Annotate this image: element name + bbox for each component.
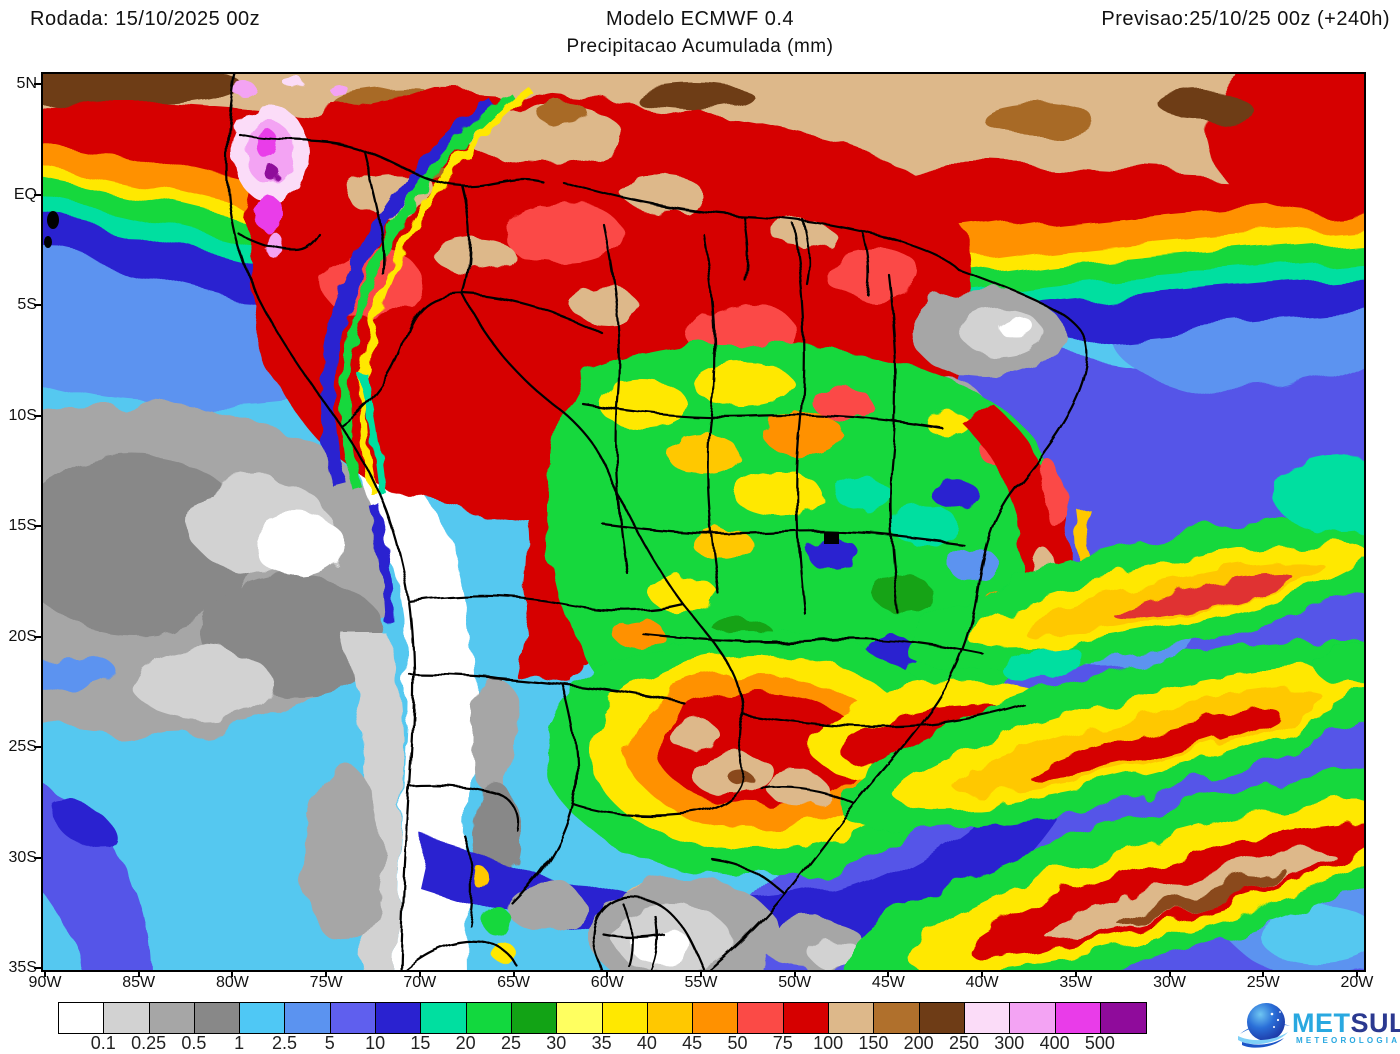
colorbar-cell-10 [512, 1003, 557, 1033]
logo-met-text: MET [1292, 1008, 1351, 1038]
colorbar-label-200: 200 [904, 1033, 934, 1054]
lat-label-30S: 30S [3, 849, 37, 867]
lon-tick [1356, 970, 1358, 977]
colorbar-cell-22 [1056, 1003, 1101, 1033]
colorbar-label-300: 300 [994, 1033, 1024, 1054]
lat-label-5S: 5S [3, 296, 37, 314]
colorbar-label-20: 20 [456, 1033, 476, 1054]
colorbar-label-0.5: 0.5 [181, 1033, 206, 1054]
colorbar-cell-18 [874, 1003, 919, 1033]
colorbar-label-0.1: 0.1 [91, 1033, 116, 1054]
colorbar-cell-5 [285, 1003, 330, 1033]
colorbar-cell-20 [965, 1003, 1010, 1033]
lon-tick [981, 970, 983, 977]
colorbar-cell-23 [1101, 1003, 1146, 1033]
colorbar [58, 1002, 1147, 1034]
colorbar-label-30: 30 [546, 1033, 566, 1054]
lat-tick [34, 415, 41, 417]
metsul-logo: METSUL METEOROLOGIA [1238, 1000, 1396, 1050]
model-title: Modelo ECMWF 0.4 [606, 8, 794, 31]
colorbar-label-50: 50 [727, 1033, 747, 1054]
colorbar-cell-1 [104, 1003, 149, 1033]
lat-label-15S: 15S [3, 517, 37, 535]
lat-tick [34, 83, 41, 85]
colorbar-cell-17 [829, 1003, 874, 1033]
colorbar-label-500: 500 [1085, 1033, 1115, 1054]
lat-tick [34, 857, 41, 859]
lat-tick [34, 304, 41, 306]
colorbar-label-100: 100 [813, 1033, 843, 1054]
colorbar-label-150: 150 [858, 1033, 888, 1054]
colorbar-label-45: 45 [682, 1033, 702, 1054]
lon-tick [513, 970, 515, 977]
colorbar-cell-14 [693, 1003, 738, 1033]
colorbar-cell-9 [467, 1003, 512, 1033]
colorbar-label-250: 250 [949, 1033, 979, 1054]
map-subtitle: Precipitacao Acumulada (mm) [567, 36, 834, 58]
precipitation-map [41, 72, 1366, 972]
lat-tick [34, 746, 41, 748]
colorbar-cell-11 [557, 1003, 602, 1033]
lat-label-25S: 25S [3, 738, 37, 756]
colorbar-label-10: 10 [365, 1033, 385, 1054]
colorbar-cell-8 [421, 1003, 466, 1033]
colorbar-label-35: 35 [592, 1033, 612, 1054]
lon-tick [1262, 970, 1264, 977]
metsul-globe-icon [1238, 1000, 1292, 1050]
lat-label-20S: 20S [3, 628, 37, 646]
colorbar-cell-2 [150, 1003, 195, 1033]
lat-tick [34, 525, 41, 527]
lat-tick [34, 194, 41, 196]
logo-tagline: METEOROLOGIA [1296, 1036, 1400, 1045]
colorbar-label-5: 5 [325, 1033, 335, 1054]
lon-tick [325, 970, 327, 977]
colorbar-label-400: 400 [1040, 1033, 1070, 1054]
lon-tick [1169, 970, 1171, 977]
colorbar-cell-7 [376, 1003, 421, 1033]
colorbar-cell-13 [648, 1003, 693, 1033]
lat-tick [34, 967, 41, 969]
colorbar-label-40: 40 [637, 1033, 657, 1054]
colorbar-cell-16 [784, 1003, 829, 1033]
run-label: Rodada: 15/10/2025 00z [30, 8, 260, 31]
lat-label-EQ: EQ [3, 186, 37, 204]
colorbar-cell-19 [920, 1003, 965, 1033]
colorbar-label-0.25: 0.25 [131, 1033, 166, 1054]
colorbar-cell-21 [1010, 1003, 1055, 1033]
colorbar-label-2.5: 2.5 [272, 1033, 297, 1054]
lon-tick [794, 970, 796, 977]
colorbar-label-75: 75 [773, 1033, 793, 1054]
colorbar-cell-0 [59, 1003, 104, 1033]
lon-tick [1075, 970, 1077, 977]
forecast-label: Previsao:25/10/25 00z (+240h) [1101, 8, 1390, 31]
lon-tick [138, 970, 140, 977]
colorbar-label-25: 25 [501, 1033, 521, 1054]
precipitation-map-canvas [43, 74, 1364, 970]
lon-tick [887, 970, 889, 977]
lon-tick [44, 970, 46, 977]
logo-sul-text: SUL [1351, 1008, 1400, 1038]
lat-tick [34, 636, 41, 638]
colorbar-cell-6 [331, 1003, 376, 1033]
colorbar-cell-3 [195, 1003, 240, 1033]
colorbar-cell-15 [738, 1003, 783, 1033]
lon-tick [606, 970, 608, 977]
lon-tick [419, 970, 421, 977]
colorbar-cell-4 [240, 1003, 285, 1033]
lat-label-5N: 5N [3, 75, 37, 93]
colorbar-cell-12 [603, 1003, 648, 1033]
lat-label-10S: 10S [3, 407, 37, 425]
lon-tick [700, 970, 702, 977]
colorbar-label-1: 1 [234, 1033, 244, 1054]
colorbar-label-15: 15 [410, 1033, 430, 1054]
lon-tick [231, 970, 233, 977]
